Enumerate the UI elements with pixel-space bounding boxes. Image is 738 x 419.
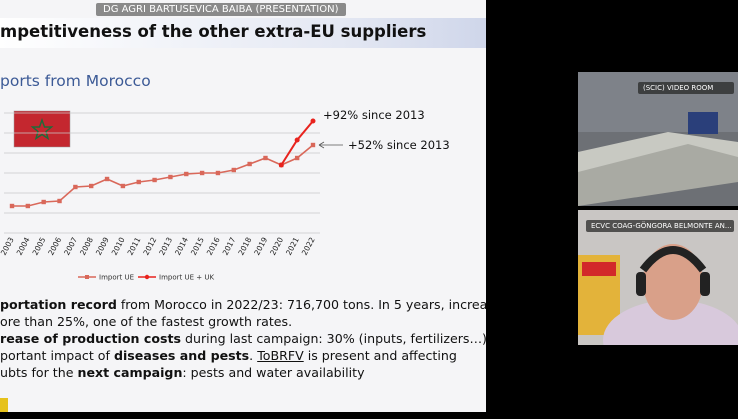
- data-point: [57, 198, 62, 204]
- x-tick-label: 2004: [15, 236, 32, 257]
- bullet-text: .: [249, 348, 258, 363]
- x-tick-label: 2021: [284, 236, 301, 257]
- x-tick-label: 2003: [0, 236, 16, 257]
- data-point: [41, 199, 46, 205]
- presenter-label: DG AGRI BARTUSEVICA BAIBA (PRESENTATION): [96, 3, 346, 16]
- bullet: portation record from Morocco in 2022/23…: [0, 296, 486, 313]
- x-tick-label: 2008: [78, 236, 95, 257]
- x-tick-label: 2006: [46, 236, 63, 257]
- legend-marker: [85, 275, 89, 279]
- x-tick-label: 2020: [268, 236, 285, 257]
- participant-name: ECVC COAG-GÖNGORA BELMONTE AN...: [586, 220, 734, 232]
- x-tick-label: 2007: [62, 236, 79, 257]
- bullet: portant impact of diseases and pests. To…: [0, 347, 486, 364]
- x-tick-label: 2018: [236, 236, 253, 257]
- data-point: [263, 155, 268, 161]
- slide-title: mpetitiveness of the other extra-EU supp…: [0, 22, 427, 41]
- data-point: [168, 174, 173, 180]
- data-point: [104, 176, 110, 182]
- morocco-flag: [13, 110, 71, 148]
- data-point: [231, 167, 236, 173]
- bullet-text: from Morocco in 2022/23: 716,700 tons. I…: [116, 297, 486, 312]
- chart: 0123456200320042005200620072008200920102…: [0, 108, 450, 282]
- x-tick-label: 2019: [252, 236, 269, 257]
- bullet-text: portation record: [0, 297, 117, 312]
- data-point: [294, 155, 300, 161]
- data-point: [136, 179, 141, 185]
- x-tick-label: 2009: [94, 236, 111, 257]
- x-tick-label: 2022: [300, 236, 317, 257]
- annotation-arrowhead: [318, 141, 325, 149]
- data-point: [73, 184, 78, 190]
- x-tick-label: 2014: [173, 236, 190, 257]
- bullet: ore than 25%, one of the fastest growth …: [0, 313, 486, 330]
- data-point: [120, 183, 126, 189]
- video-tile: (SCIC) VIDEO ROOM: [578, 72, 738, 206]
- annotation: +92% since 2013: [323, 108, 425, 122]
- data-point: [310, 142, 316, 148]
- bullet-text: : pests and water availability: [182, 365, 365, 380]
- data-point: [215, 170, 221, 176]
- x-tick-label: 2011: [126, 236, 143, 257]
- slide-subtitle: ports from Morocco: [0, 72, 151, 90]
- legend-label: Import UE + UK: [159, 274, 214, 282]
- bullet-text: during last campaign: 30% (inputs, ferti…: [180, 331, 486, 346]
- x-tick-label: 2017: [221, 236, 238, 257]
- bullet: rease of production costs during last ca…: [0, 330, 486, 347]
- x-tick-label: 2015: [189, 236, 206, 257]
- bullet-text: next campaign: [77, 365, 183, 380]
- series-line: [12, 144, 314, 207]
- x-tick-label: 2012: [141, 236, 158, 257]
- bullet-text: ore than 25%, one of the fastest growth …: [0, 314, 293, 329]
- annotation: +52% since 2013: [348, 138, 450, 152]
- data-point: [278, 162, 284, 168]
- data-point: [9, 203, 15, 209]
- data-point: [152, 177, 157, 183]
- data-point: [294, 137, 300, 143]
- bullet-text: ToBRFV: [257, 348, 304, 363]
- legend-label: Import UE: [99, 274, 134, 282]
- slide-icon: [0, 398, 8, 412]
- x-tick-label: 2010: [110, 236, 127, 257]
- video-tile: ECVC COAG-GÖNGORA BELMONTE AN...: [578, 210, 738, 345]
- data-point: [247, 161, 252, 167]
- bullet: ubts for the next campaign: pests and wa…: [0, 364, 486, 381]
- shared-slide: mpetitiveness of the other extra-EU supp…: [0, 0, 486, 412]
- x-tick-label: 2016: [205, 236, 222, 257]
- title-band: [0, 18, 486, 48]
- data-point: [310, 118, 316, 124]
- bullet-text: portant impact of: [0, 348, 114, 363]
- legend-marker: [144, 274, 150, 280]
- data-point: [184, 171, 189, 177]
- participant-name: (SCIC) VIDEO ROOM: [638, 82, 734, 94]
- x-tick-label: 2005: [31, 236, 48, 257]
- bullet-list: portation record from Morocco in 2022/23…: [0, 296, 486, 381]
- bullet-text: ubts for the: [0, 365, 78, 380]
- data-point: [89, 183, 94, 189]
- data-point: [199, 170, 205, 176]
- person-video: [578, 244, 738, 345]
- x-tick-label: 2013: [157, 236, 174, 257]
- data-point: [25, 203, 31, 209]
- bullet-text: is present and affecting: [303, 348, 457, 363]
- bullet-text: diseases and pests: [113, 348, 250, 363]
- bullet-text: rease of production costs: [0, 331, 181, 346]
